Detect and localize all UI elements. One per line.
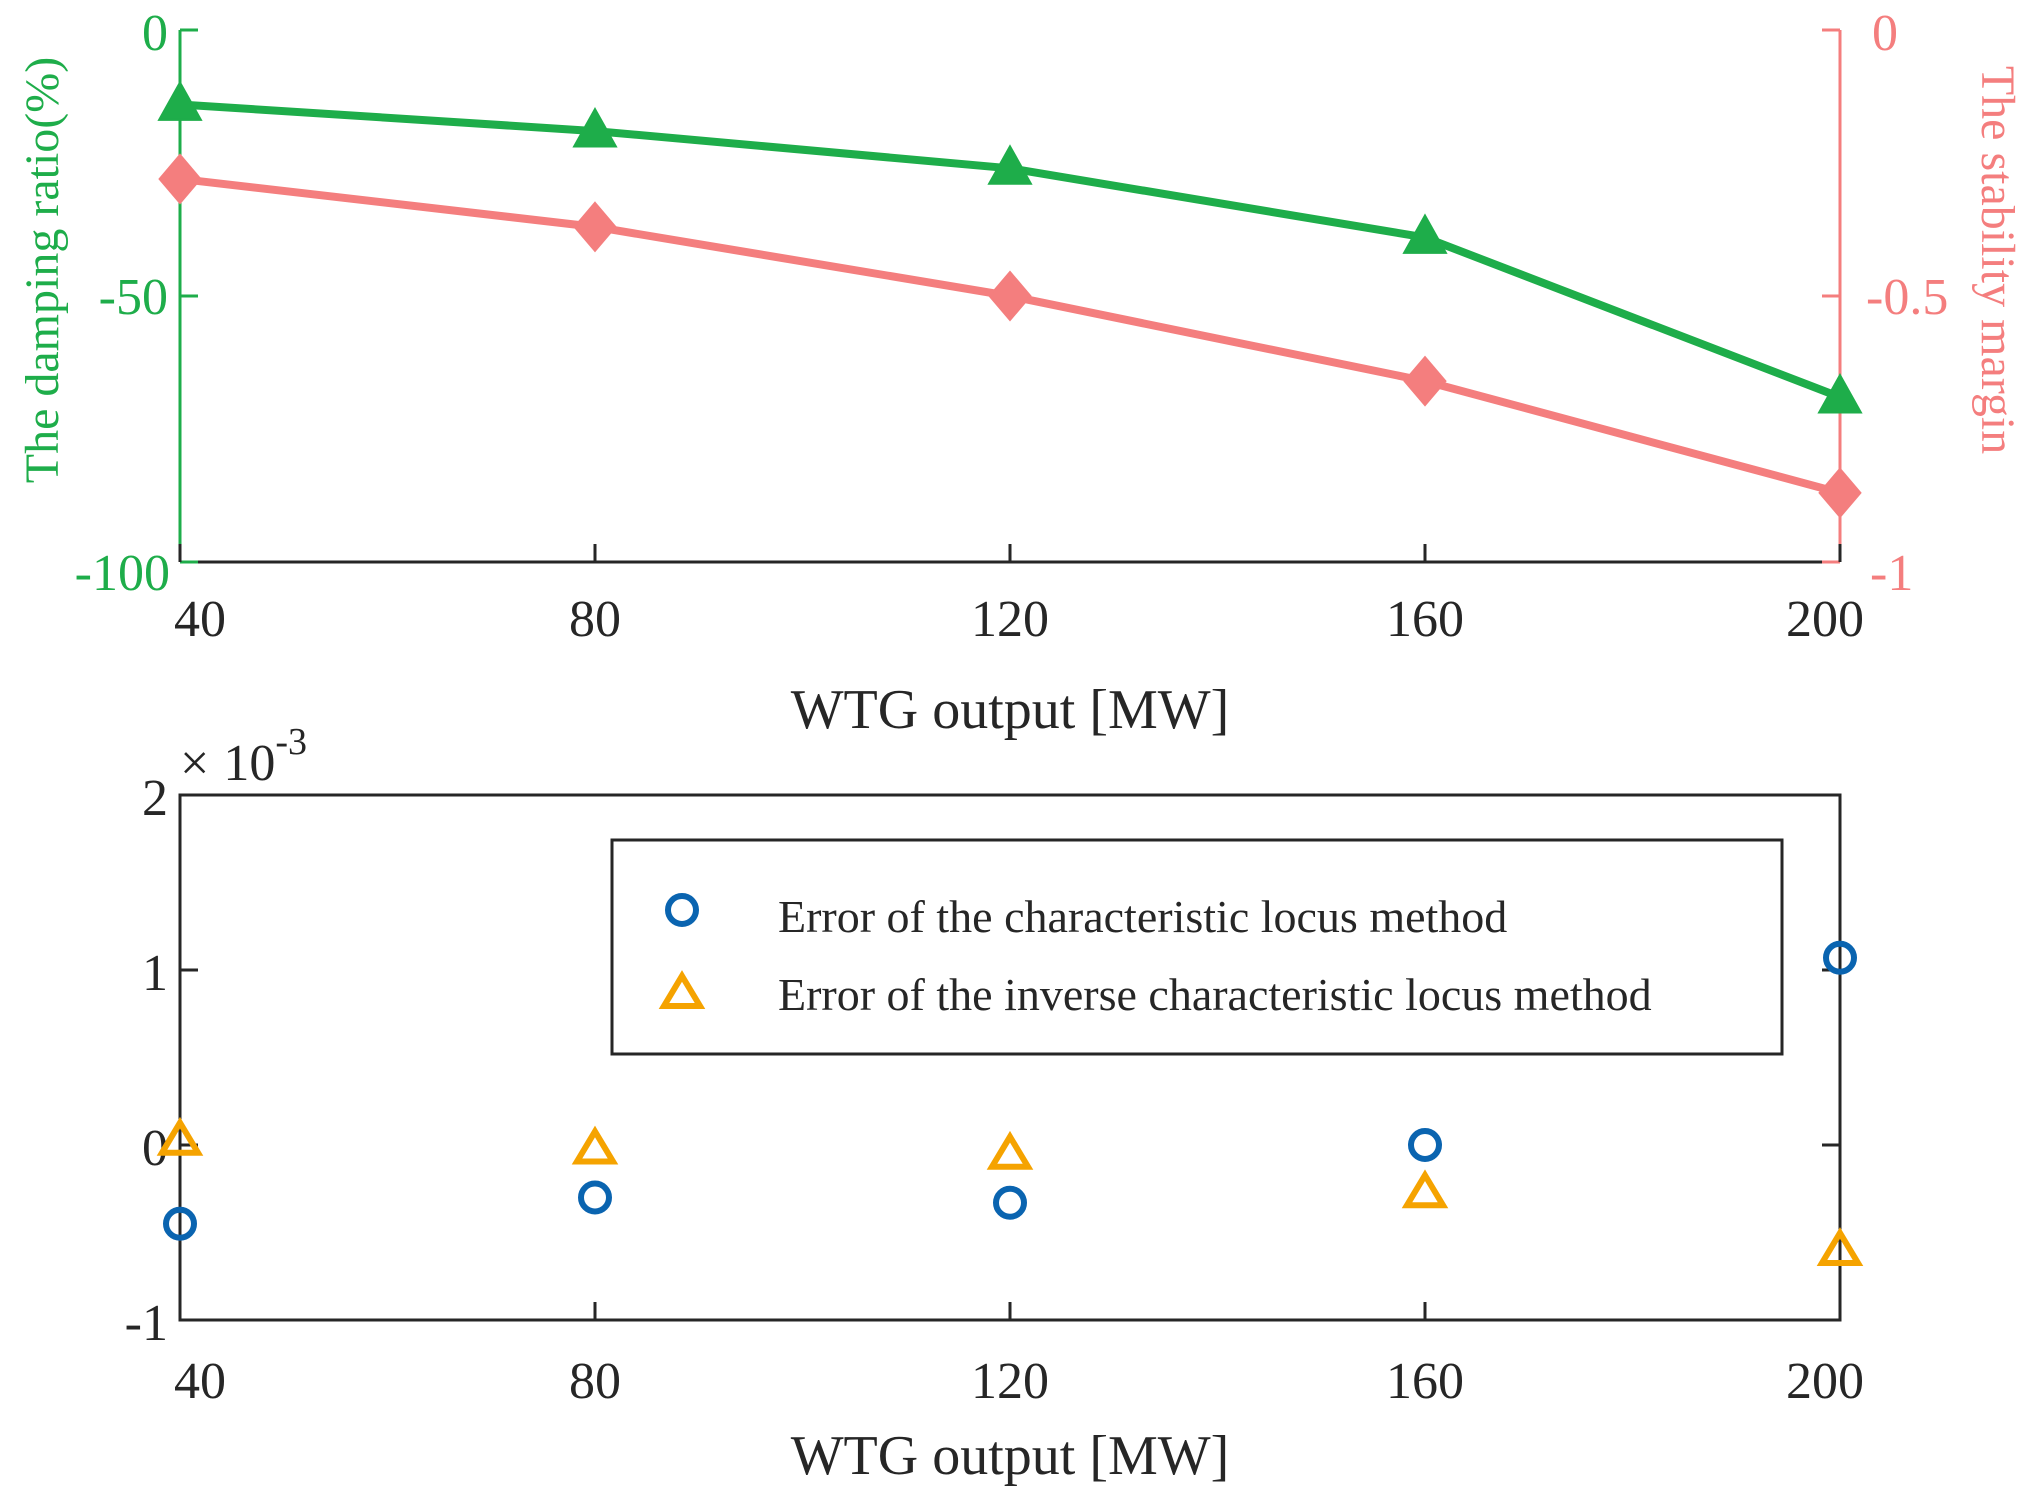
exponent-base: 10 — [223, 735, 275, 792]
inverse-error-point — [986, 1130, 1034, 1170]
damping-ratio-marker — [157, 80, 203, 121]
legend-entry-inverse: Error of the inverse characteristic locu… — [778, 969, 1652, 1020]
stability-margin-marker — [573, 201, 617, 253]
bottom-xtick-label: 200 — [1786, 1353, 1864, 1410]
top-xtick-label: 120 — [971, 591, 1049, 648]
top-right-ytick-label: -0.5 — [1866, 269, 1948, 326]
inverse-error-point — [156, 1116, 204, 1156]
bottom-xtick-label: 80 — [569, 1353, 621, 1410]
damping-ratio-marker — [572, 107, 618, 148]
bottom-xtick-label: 120 — [971, 1353, 1049, 1410]
stability-margin-marker — [1818, 467, 1862, 519]
bottom-xtick-label: 40 — [174, 1353, 226, 1410]
top-x-axis-title: WTG output [MW] — [791, 679, 1230, 741]
damping-ratio-marker — [1817, 373, 1863, 414]
top-right-axis-title: The stability margin — [1971, 66, 2024, 454]
bottom-chart: × 10-3 2 1 0 -1 40 80 120 160 200 WTG out… — [125, 721, 1864, 1487]
bottom-xtick-label: 160 — [1386, 1353, 1464, 1410]
inverse-error-point — [571, 1125, 619, 1165]
characteristic-error-point — [993, 1185, 1027, 1220]
characteristic-error-point — [163, 1206, 197, 1241]
stability-margin-marker — [1403, 355, 1447, 407]
top-series — [157, 80, 1863, 519]
legend-box — [610, 838, 1784, 1056]
top-xtick-label: 160 — [1386, 591, 1464, 648]
top-left-ytick-label: -100 — [75, 545, 170, 602]
top-right-ytick-label: 0 — [1872, 5, 1898, 62]
top-left-axis-title: The damping ratio(%) — [16, 57, 69, 484]
top-xtick-label: 200 — [1786, 591, 1864, 648]
bottom-ytick-label: 2 — [142, 770, 168, 827]
characteristic-error-point — [1823, 940, 1857, 975]
legend-triangle-marker — [658, 970, 706, 1009]
inverse-error-point — [1816, 1227, 1864, 1266]
top-chart: 0 -50 -100 0 -0.5 -1 40 80 120 160 200 W… — [16, 5, 2024, 741]
bottom-x-axis-title: WTG output [MW] — [791, 1425, 1230, 1487]
top-right-ytick-label: -1 — [1870, 545, 1913, 602]
exponent-prefix: × — [180, 735, 209, 792]
legend-circle-marker — [665, 893, 699, 927]
bottom-exponent-label: × 10-3 — [180, 721, 307, 792]
damping-ratio-marker — [1402, 213, 1448, 254]
top-left-ytick-label: -50 — [99, 269, 168, 326]
exponent-power: -3 — [275, 721, 307, 763]
bottom-ytick-label: -1 — [125, 1295, 168, 1352]
bottom-series — [156, 940, 1864, 1266]
legend-entry-characteristic: Error of the characteristic locus method — [778, 891, 1507, 942]
top-xtick-label: 80 — [569, 591, 621, 648]
top-ticks — [178, 28, 1842, 564]
top-left-ytick-label: 0 — [142, 5, 168, 62]
characteristic-error-point — [1408, 1128, 1442, 1162]
top-xtick-label: 40 — [174, 591, 226, 648]
stability-margin-marker — [158, 153, 202, 205]
bottom-legend: Error of the characteristic locus method… — [610, 838, 1784, 1056]
damping-ratio-marker — [987, 144, 1033, 185]
bottom-ticks — [178, 793, 1842, 1322]
bottom-ytick-label: 1 — [142, 945, 168, 1002]
characteristic-error-point — [578, 1180, 612, 1215]
stability-margin-marker — [988, 270, 1032, 322]
inverse-error-point — [1401, 1169, 1449, 1209]
